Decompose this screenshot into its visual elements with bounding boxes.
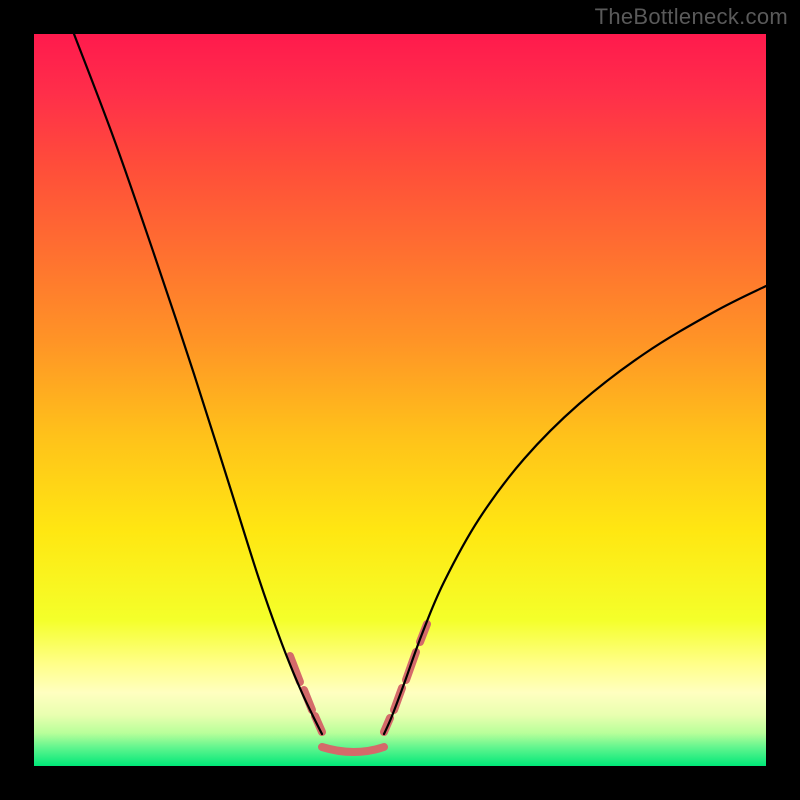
watermark-text: TheBottleneck.com xyxy=(595,4,788,30)
curve-layer xyxy=(34,34,766,766)
plot-area xyxy=(34,34,766,766)
chart-frame: TheBottleneck.com xyxy=(0,0,800,800)
